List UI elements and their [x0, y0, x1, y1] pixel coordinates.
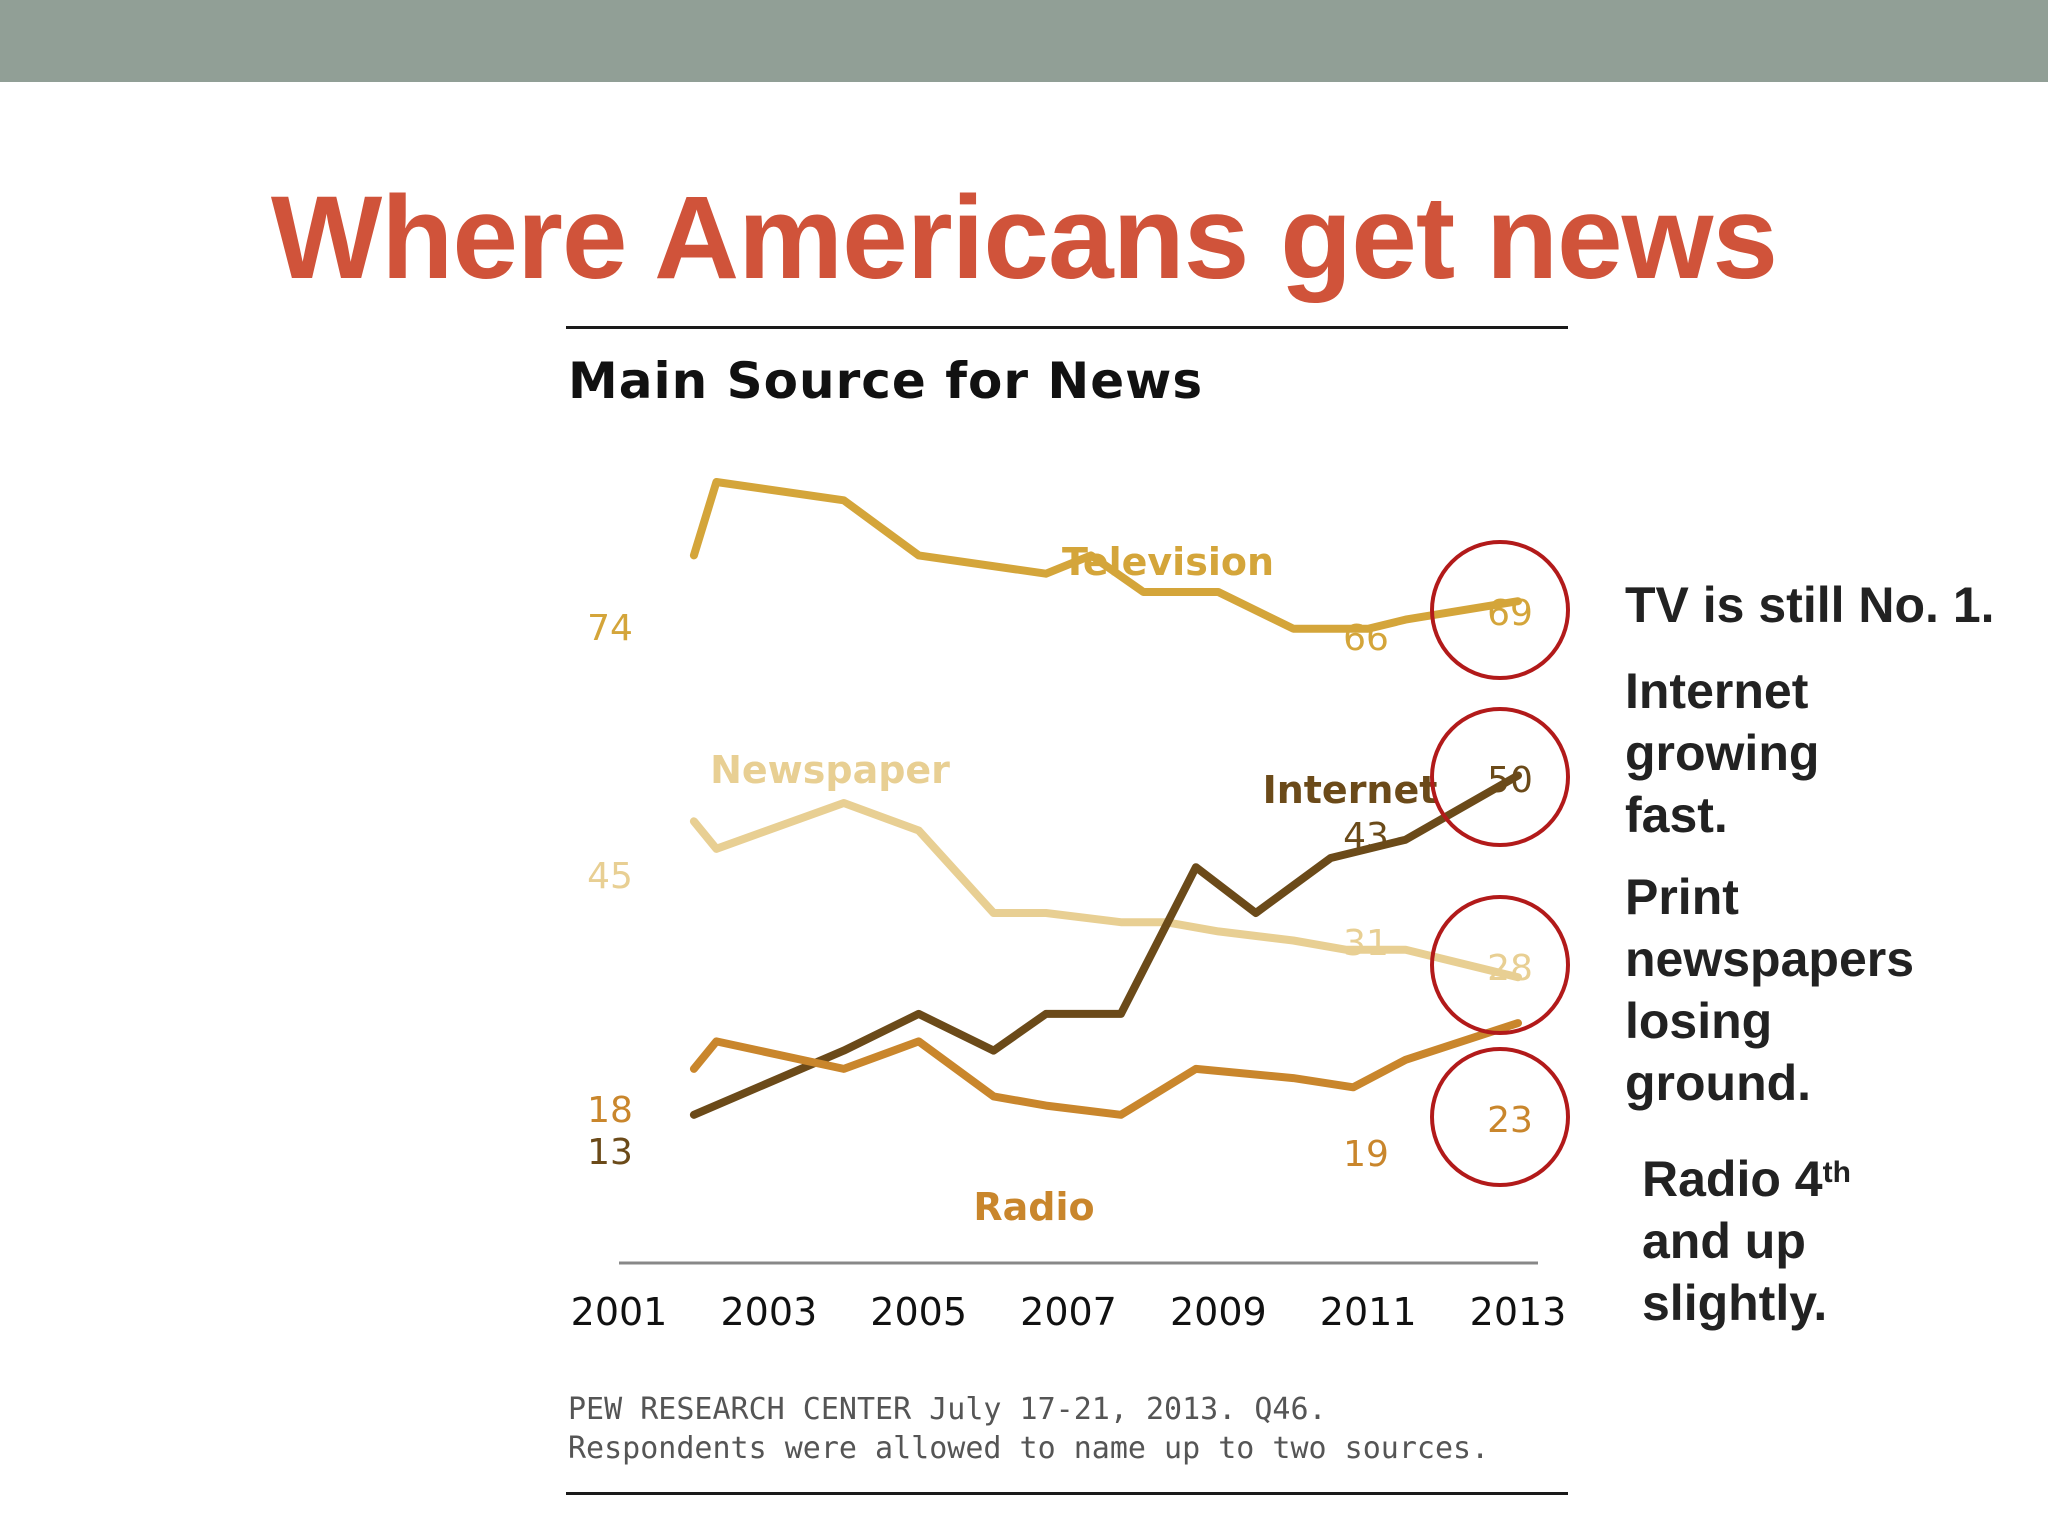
data-label-radio: 18	[587, 1090, 633, 1131]
annotation-radio-line: slightly.	[1642, 1275, 1828, 1331]
x-tick-label: 2013	[1470, 1290, 1567, 1334]
annotation-radio-line: Radio 4th	[1642, 1148, 1851, 1210]
annotation-internet-line: Internet	[1625, 663, 1809, 719]
series-line-television	[689, 478, 1522, 633]
data-label-internet: 50	[1487, 760, 1533, 801]
data-label-radio: 19	[1343, 1134, 1389, 1175]
data-label-television: 69	[1487, 593, 1533, 634]
annotation-print-line: ground.	[1625, 1055, 1812, 1111]
top-band	[0, 0, 2048, 82]
annotation-print: Print newspapers losing ground.	[1625, 866, 1914, 1114]
data-label-internet: 43	[1343, 816, 1389, 857]
series-label-newspaper: Newspaper	[710, 748, 950, 792]
chart-title: Main Source for News	[568, 352, 1204, 410]
x-tick-label: 2011	[1320, 1290, 1417, 1334]
slide-title: Where Americans get news	[270, 172, 1778, 304]
annotation-tv: TV is still No. 1.	[1625, 574, 1995, 636]
series-line-radio	[689, 1019, 1522, 1119]
highlight-circle-internet	[1430, 707, 1570, 847]
data-label-newspaper: 28	[1487, 948, 1533, 989]
annotation-tv-text: TV is still No. 1.	[1625, 577, 1995, 633]
annotation-radio-text: Radio 4	[1642, 1151, 1823, 1207]
source-line-2: Respondents were allowed to name up to t…	[568, 1431, 1490, 1466]
chart-top-rule	[566, 326, 1568, 329]
highlight-circle-radio	[1430, 1047, 1570, 1187]
annotation-radio: Radio 4th and up slightly.	[1642, 1148, 1851, 1334]
series-label-television: Television	[1062, 540, 1274, 584]
data-label-television: 74	[587, 608, 633, 649]
annotation-print-line: Print	[1625, 869, 1739, 925]
data-label-radio: 23	[1487, 1100, 1533, 1141]
series-label-internet: Internet	[1263, 768, 1438, 812]
x-tick-label: 2007	[1020, 1290, 1117, 1334]
data-label-newspaper: 45	[587, 856, 633, 897]
x-tick-label: 2003	[720, 1290, 817, 1334]
data-label-newspaper: 31	[1343, 923, 1389, 964]
data-label-internet: 13	[587, 1132, 633, 1173]
annotation-internet-line: growing	[1625, 725, 1820, 781]
annotation-internet-line: fast.	[1625, 787, 1728, 843]
annotation-radio-sup: th	[1822, 1156, 1851, 1189]
x-tick-label: 2005	[870, 1290, 967, 1334]
x-tick-label: 2001	[571, 1290, 668, 1334]
annotation-print-line: losing	[1625, 993, 1773, 1049]
annotation-internet: Internet growing fast.	[1625, 660, 1819, 846]
series-label-radio: Radio	[973, 1185, 1094, 1229]
series-line-newspaper	[689, 799, 1522, 982]
annotation-print-line: newspapers	[1625, 931, 1915, 987]
highlight-circle-newspaper	[1430, 895, 1570, 1035]
highlight-circle-television	[1430, 540, 1570, 680]
chart-bottom-rule	[566, 1492, 1568, 1495]
series-line-internet	[689, 771, 1522, 1119]
data-label-television: 66	[1343, 618, 1389, 659]
source-note: PEW RESEARCH CENTER July 17-21, 2013. Q4…	[568, 1390, 1489, 1468]
x-tick-label: 2009	[1170, 1290, 1267, 1334]
annotation-radio-line: and up	[1642, 1213, 1806, 1269]
source-line-1: PEW RESEARCH CENTER July 17-21, 2013. Q4…	[568, 1392, 1327, 1427]
